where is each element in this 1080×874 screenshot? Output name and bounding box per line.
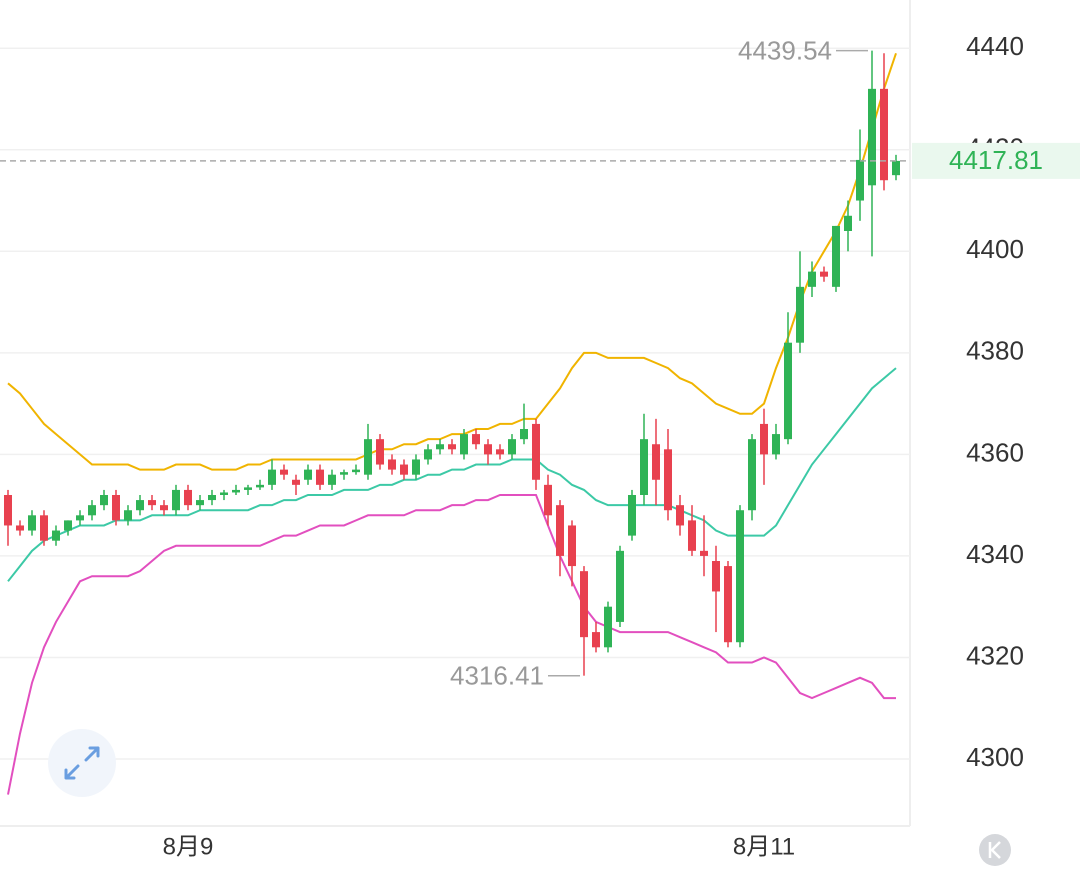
- candle-body: [388, 459, 396, 470]
- x-tick-label: 8月11: [733, 833, 795, 860]
- candle-body: [856, 159, 864, 201]
- candle-body: [688, 520, 696, 551]
- candle-body: [748, 439, 756, 511]
- candle-body: [208, 495, 216, 501]
- candle-body: [268, 469, 276, 485]
- candle-body: [580, 571, 588, 638]
- candle-body: [220, 492, 228, 495]
- y-tick-label: 4320: [966, 640, 1024, 670]
- candle-body: [448, 444, 456, 450]
- candle-body: [196, 500, 204, 506]
- band-line: [7, 367, 897, 582]
- candle-body: [76, 515, 84, 521]
- candle-body: [808, 271, 816, 287]
- candle-body: [568, 525, 576, 567]
- candle-body: [880, 88, 888, 181]
- candle-body: [640, 439, 648, 495]
- candle-body: [784, 342, 792, 440]
- candle-body: [40, 515, 48, 541]
- candle-body: [724, 566, 732, 643]
- candle-body: [460, 434, 468, 455]
- candle-body: [844, 215, 852, 231]
- candle-body: [4, 495, 12, 526]
- last-price-box: [912, 142, 1080, 179]
- y-tick-label: 4380: [966, 336, 1024, 366]
- candle-body: [292, 479, 300, 485]
- candle-body: [400, 464, 408, 475]
- candle-body: [52, 530, 60, 541]
- y-tick-label: 4360: [966, 437, 1024, 467]
- max-label: 4439.54: [738, 35, 832, 65]
- candle-body: [88, 505, 96, 516]
- candle-body: [328, 474, 336, 485]
- candle-body: [184, 489, 192, 506]
- candle-body: [376, 439, 384, 465]
- candle-body: [592, 632, 600, 648]
- candles: [4, 50, 900, 676]
- candle-body: [64, 520, 72, 531]
- candle-body: [892, 160, 900, 176]
- bands: [7, 52, 897, 795]
- candle-body: [16, 525, 24, 531]
- candle-body: [484, 444, 492, 455]
- candle-body: [532, 423, 540, 480]
- band-line: [7, 52, 897, 471]
- candle-body: [676, 505, 684, 526]
- candle-body: [244, 487, 252, 490]
- candle-body: [616, 550, 624, 622]
- candle-body: [772, 434, 780, 455]
- x-tick-label: 8月9: [163, 833, 214, 860]
- candle-body: [796, 286, 804, 343]
- y-tick-label: 4300: [966, 742, 1024, 772]
- candle-body: [436, 444, 444, 450]
- candle-body: [664, 449, 672, 511]
- candle-body: [652, 444, 660, 480]
- candle-body: [604, 606, 612, 648]
- candle-body: [172, 489, 180, 511]
- candle-body: [472, 434, 480, 445]
- candle-body: [28, 515, 36, 531]
- candle-body: [544, 484, 552, 516]
- candle-body: [340, 472, 348, 475]
- candle-body: [100, 495, 108, 506]
- candle-body: [760, 423, 768, 455]
- labels: 430043204340436043804400442044408月98月114…: [0, 31, 1080, 860]
- candle-body: [256, 484, 264, 488]
- grid: [0, 47, 910, 760]
- y-tick-label: 4340: [966, 539, 1024, 569]
- candle-body: [280, 469, 288, 475]
- expand-button[interactable]: [48, 729, 116, 797]
- candle-body: [316, 469, 324, 485]
- y-tick-label: 4440: [966, 31, 1024, 61]
- candle-body: [352, 469, 360, 473]
- candle-body: [232, 489, 240, 493]
- candle-body: [508, 439, 516, 455]
- candle-body: [364, 439, 372, 475]
- candle-body: [160, 505, 168, 511]
- candle-body: [304, 469, 312, 480]
- last-price-label: 4417.81: [949, 145, 1043, 175]
- candle-body: [868, 88, 876, 186]
- candle-body: [712, 561, 720, 592]
- min-label: 4316.41: [450, 661, 544, 691]
- candle-body: [136, 500, 144, 511]
- candle-body: [700, 550, 708, 556]
- band-line: [7, 494, 896, 795]
- candle-body: [556, 505, 564, 556]
- candle-body: [820, 271, 828, 277]
- y-tick-label: 4400: [966, 234, 1024, 264]
- candle-body: [112, 495, 120, 521]
- candle-body: [736, 510, 744, 643]
- candle-body: [520, 429, 528, 440]
- candle-body: [496, 449, 504, 455]
- collapse-button[interactable]: [979, 834, 1011, 866]
- candle-body: [832, 225, 840, 287]
- candle-body: [148, 500, 156, 506]
- candle-body: [124, 510, 132, 521]
- candle-body: [412, 459, 420, 475]
- candle-body: [628, 495, 636, 536]
- candle-body: [424, 449, 432, 460]
